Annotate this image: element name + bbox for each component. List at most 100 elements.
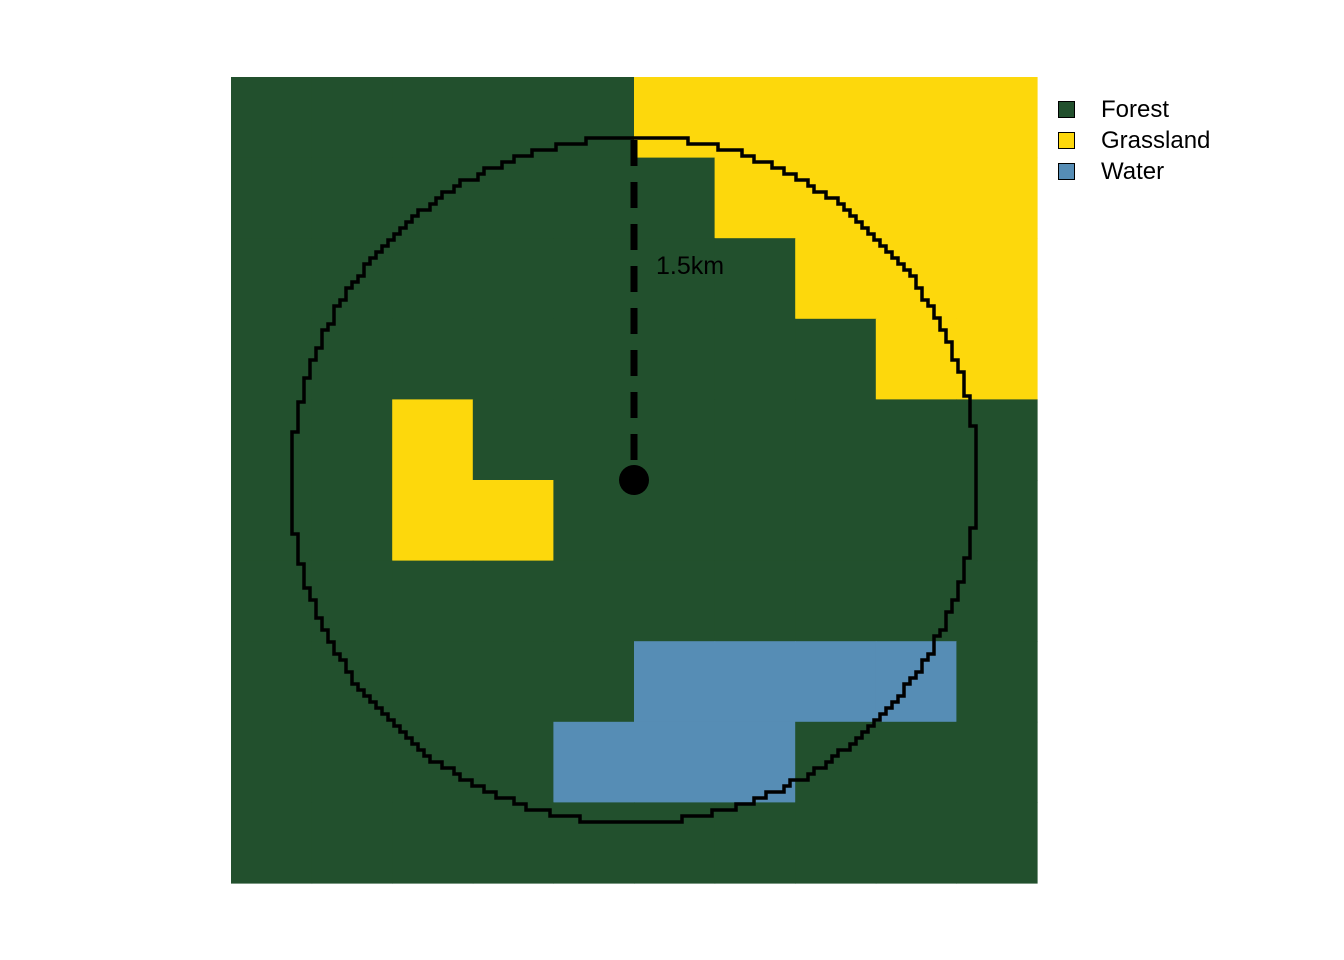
cell-forest xyxy=(392,802,474,884)
legend: Forest Grassland Water xyxy=(1058,94,1210,187)
cell-grassland xyxy=(634,77,716,159)
legend-label-water: Water xyxy=(1101,158,1165,185)
cell-forest xyxy=(875,480,957,562)
cell-water xyxy=(634,721,716,803)
buffer-circle xyxy=(290,136,978,824)
cell-forest xyxy=(472,77,554,159)
cell-forest xyxy=(472,802,554,884)
cell-forest xyxy=(553,157,635,239)
cell-grassland xyxy=(956,157,1038,239)
cell-forest xyxy=(231,318,313,400)
cell-grassland xyxy=(956,238,1038,320)
cell-water xyxy=(875,641,957,723)
cell-forest xyxy=(472,560,554,642)
radius-label: 1.5km xyxy=(656,252,724,280)
cell-forest xyxy=(956,721,1038,803)
cell-grassland xyxy=(875,157,957,239)
cell-forest xyxy=(714,480,796,562)
cell-water xyxy=(553,721,635,803)
cell-forest xyxy=(392,77,474,159)
cell-forest xyxy=(634,157,716,239)
cell-forest xyxy=(795,802,877,884)
cell-forest xyxy=(311,77,393,159)
cell-forest xyxy=(311,318,393,400)
cell-forest xyxy=(231,480,313,562)
cell-forest xyxy=(795,721,877,803)
cell-forest xyxy=(553,238,635,320)
cell-forest xyxy=(714,802,796,884)
cell-forest xyxy=(472,721,554,803)
cell-forest xyxy=(956,641,1038,723)
cell-forest xyxy=(634,238,716,320)
cell-forest xyxy=(392,238,474,320)
cell-forest xyxy=(714,318,796,400)
cell-forest xyxy=(714,399,796,481)
cell-forest xyxy=(634,318,716,400)
cell-forest xyxy=(553,318,635,400)
cell-forest xyxy=(875,721,957,803)
cell-forest xyxy=(634,480,716,562)
cell-forest xyxy=(634,560,716,642)
cell-forest xyxy=(311,480,393,562)
cell-forest xyxy=(231,238,313,320)
cell-forest xyxy=(311,399,393,481)
cell-grassland xyxy=(956,77,1038,159)
cell-grassland xyxy=(472,480,554,562)
cell-forest xyxy=(392,560,474,642)
cell-forest xyxy=(231,157,313,239)
cell-forest xyxy=(553,399,635,481)
cell-forest xyxy=(231,560,313,642)
legend-item-water: Water xyxy=(1058,156,1210,187)
legend-item-forest: Forest xyxy=(1058,94,1210,125)
cell-forest xyxy=(231,721,313,803)
cell-forest xyxy=(311,802,393,884)
legend-label-forest: Forest xyxy=(1101,96,1170,123)
cell-forest xyxy=(392,318,474,400)
cell-grassland xyxy=(795,77,877,159)
cell-forest xyxy=(875,399,957,481)
water-swatch xyxy=(1058,163,1075,180)
cell-grassland xyxy=(714,77,796,159)
cell-grassland xyxy=(392,480,474,562)
cell-forest xyxy=(553,77,635,159)
legend-label-grassland: Grassland xyxy=(1101,127,1211,154)
cell-grassland xyxy=(875,77,957,159)
cell-forest xyxy=(553,641,635,723)
cell-forest xyxy=(553,560,635,642)
cell-forest xyxy=(795,399,877,481)
cell-forest xyxy=(472,157,554,239)
grassland-swatch xyxy=(1058,132,1075,149)
cell-water xyxy=(795,641,877,723)
cell-forest xyxy=(956,802,1038,884)
center-point xyxy=(619,465,649,495)
cell-forest xyxy=(231,77,313,159)
cell-water xyxy=(714,641,796,723)
cell-forest xyxy=(553,480,635,562)
cell-forest xyxy=(231,641,313,723)
cell-forest xyxy=(472,399,554,481)
cell-forest xyxy=(634,399,716,481)
cell-forest xyxy=(795,480,877,562)
legend-item-grassland: Grassland xyxy=(1058,125,1210,156)
cell-grassland xyxy=(392,399,474,481)
forest-swatch xyxy=(1058,101,1075,118)
cell-forest xyxy=(392,641,474,723)
cell-forest xyxy=(472,641,554,723)
cell-forest xyxy=(311,157,393,239)
cell-forest xyxy=(472,238,554,320)
cell-water xyxy=(634,641,716,723)
cell-forest xyxy=(956,560,1038,642)
cell-grassland xyxy=(875,318,957,400)
cell-forest xyxy=(795,560,877,642)
cell-forest xyxy=(231,802,313,884)
cell-forest xyxy=(795,318,877,400)
cell-grassland xyxy=(956,318,1038,400)
cell-forest xyxy=(472,318,554,400)
cell-grassland xyxy=(795,238,877,320)
cell-forest xyxy=(875,802,957,884)
cell-forest xyxy=(714,238,796,320)
cell-forest xyxy=(311,721,393,803)
cell-forest xyxy=(714,560,796,642)
cell-forest xyxy=(231,399,313,481)
